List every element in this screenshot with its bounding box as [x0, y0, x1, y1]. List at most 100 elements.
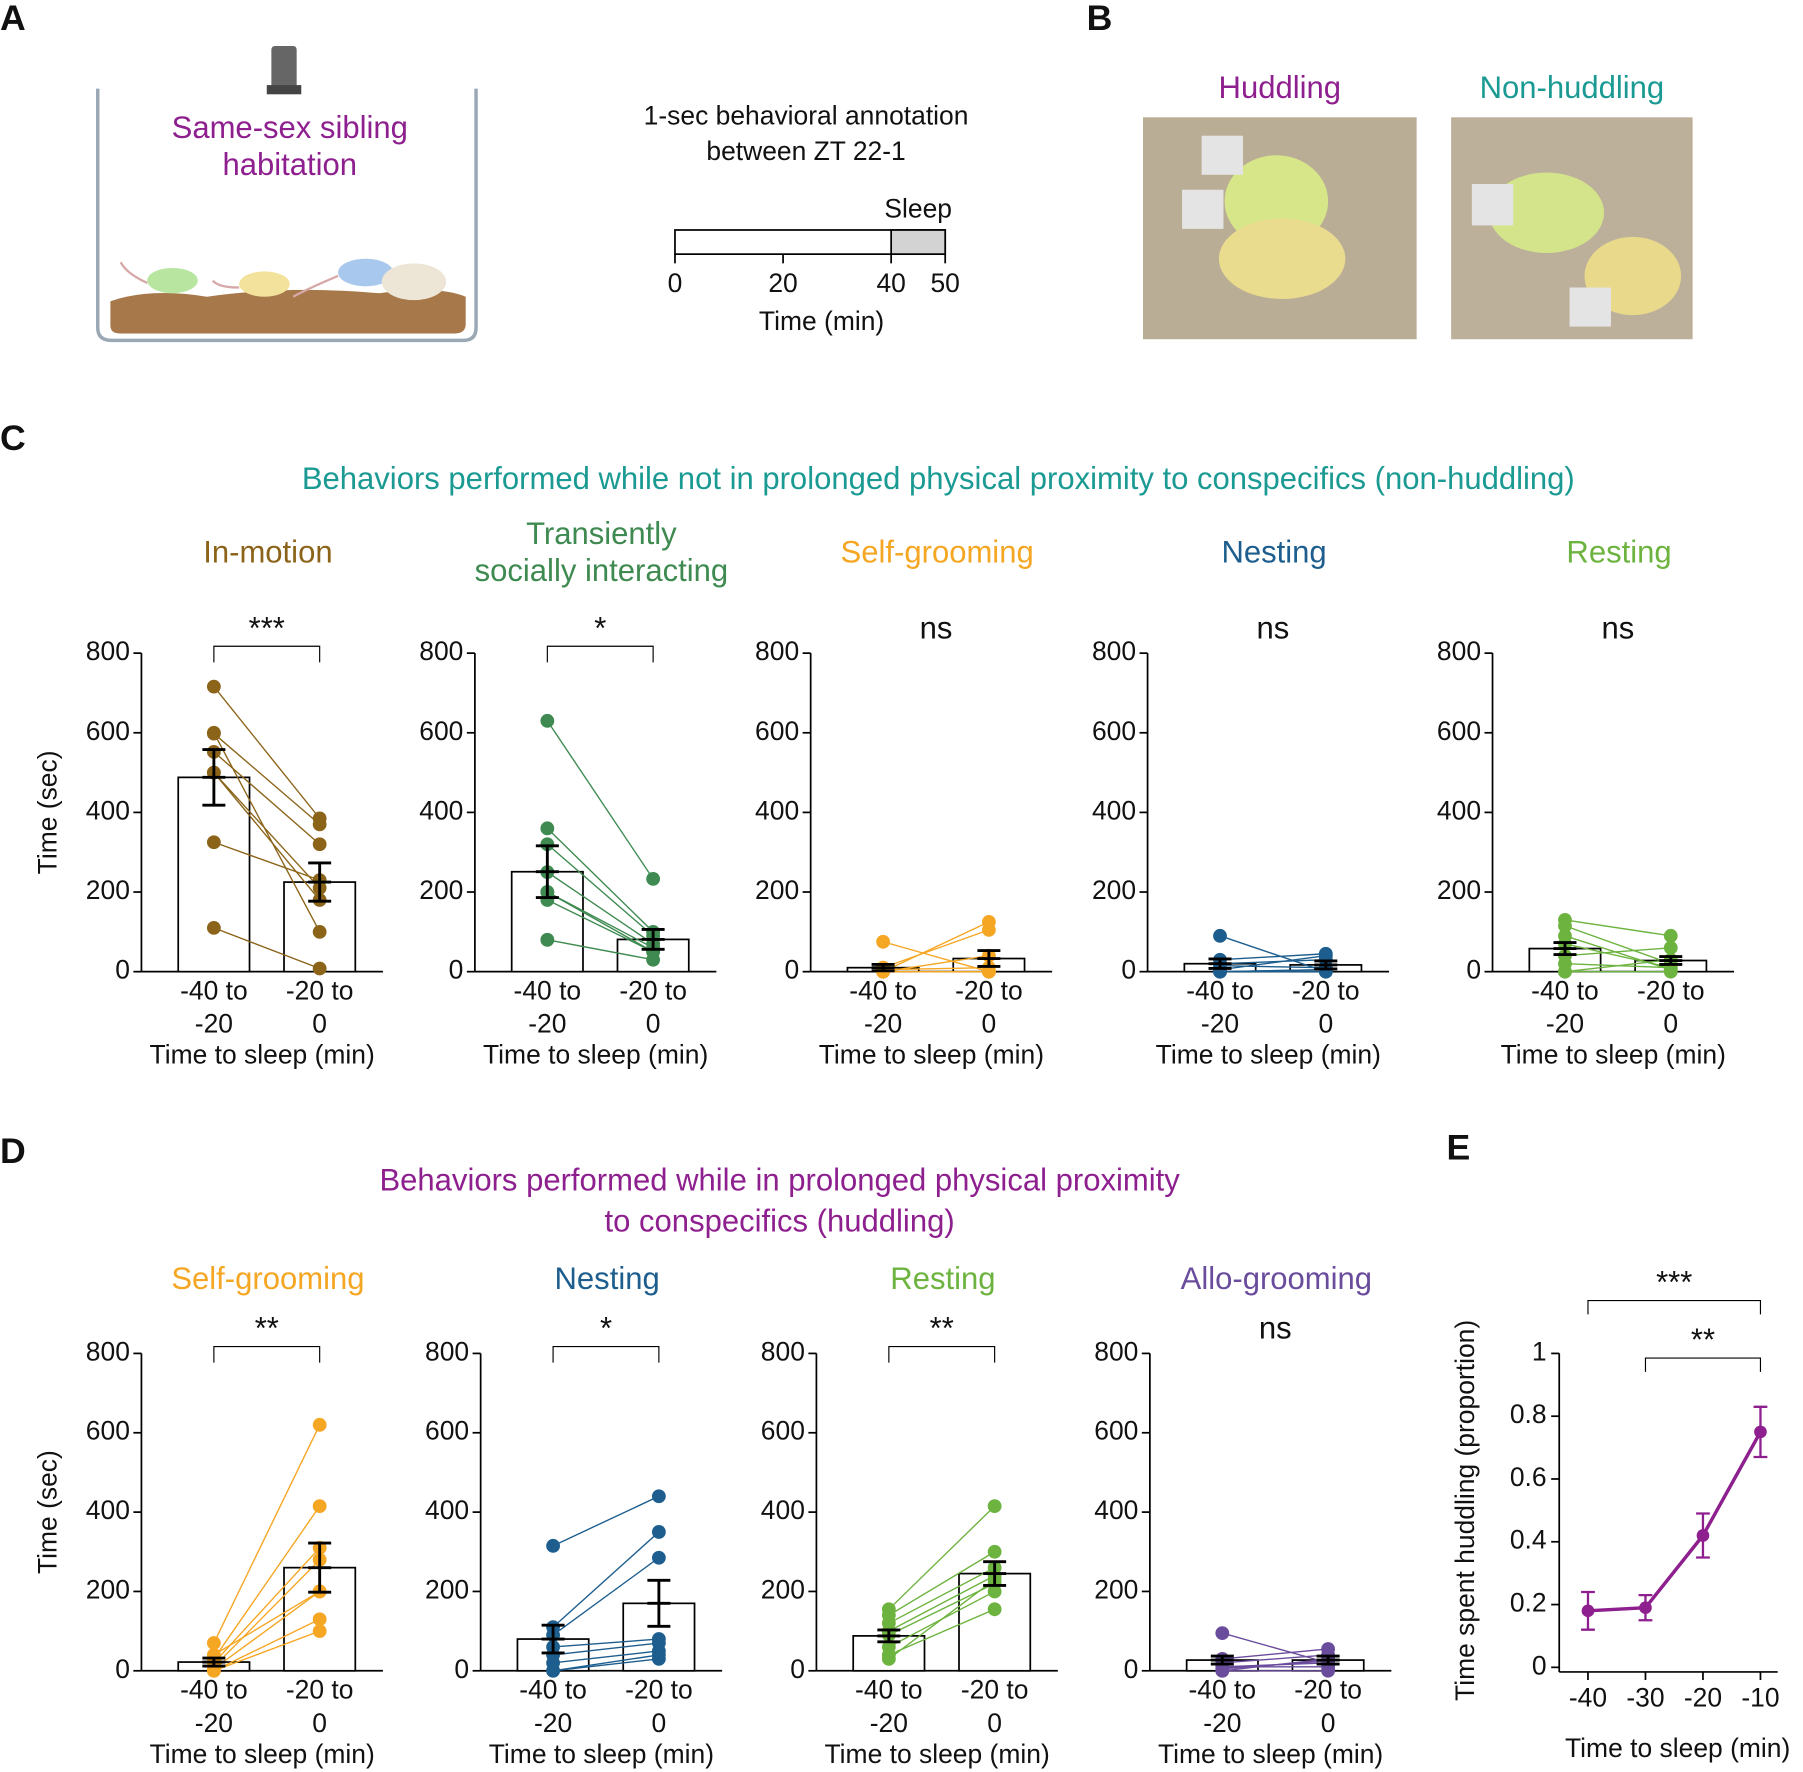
subject-point [981, 922, 996, 937]
panel-label: B [1087, 0, 1113, 38]
subject-point [312, 1624, 327, 1639]
subject-point [651, 1525, 666, 1539]
data-point [1581, 1604, 1595, 1618]
error-bar [1553, 941, 1577, 956]
x-tick-label: 0 [982, 1009, 997, 1039]
subject-line [552, 1557, 660, 1636]
subject-point [651, 1489, 666, 1504]
subject-line [883, 966, 989, 971]
x-tick-label: -20 [195, 1009, 233, 1039]
subject-line [553, 1658, 659, 1672]
significance-bracket [1587, 1299, 1762, 1315]
section-title: to conspecifics (huddling) [605, 1204, 955, 1239]
x-tick-label: -40 to [180, 975, 248, 1005]
subject-line [1222, 1648, 1329, 1660]
subject-point [876, 934, 891, 949]
subject-line [547, 899, 654, 953]
subject-line [882, 929, 990, 969]
significance-bracket [1644, 1357, 1762, 1372]
mouse [1218, 218, 1346, 299]
subject-point [1663, 940, 1678, 955]
panel-label: D [0, 1131, 26, 1171]
x-axis-label: Time to sleep (min) [1158, 1739, 1383, 1769]
subject-line [1564, 919, 1671, 937]
y-tick-label: 200 [1437, 875, 1481, 905]
y-tick-label: 600 [425, 1416, 469, 1446]
section-title: Behaviors performed while not in prolong… [302, 461, 1575, 496]
subject-line [553, 1642, 659, 1656]
subject-point [312, 924, 327, 939]
error-bar [202, 1656, 226, 1668]
subject-line [213, 1590, 321, 1670]
error-bar [202, 748, 226, 807]
subject-point [312, 837, 327, 852]
subject-line [1222, 1654, 1329, 1664]
error-bar [977, 949, 1001, 968]
subject-point [206, 835, 221, 850]
chart-title: Allo-grooming [1181, 1261, 1372, 1296]
y-tick-label: 200 [419, 875, 463, 905]
x-tick-label: -20 [864, 1009, 902, 1039]
significance: ns [1601, 610, 1634, 645]
y-tick-label: 200 [1094, 1574, 1138, 1604]
subject-point [546, 1538, 560, 1553]
subject-line [213, 1590, 321, 1656]
subject-line [553, 1650, 659, 1664]
x-axis-label: Time to sleep (min) [825, 1739, 1050, 1769]
cage-label: habitation [222, 147, 357, 182]
y-tick-label: 800 [86, 1336, 130, 1366]
y-tick-label: 600 [419, 716, 463, 746]
x-tick-label: 0 [312, 1009, 327, 1039]
annotation: between ZT 22-1 [706, 136, 905, 166]
tick-label: 50 [930, 268, 959, 298]
data-point [1696, 1529, 1710, 1542]
y-tick-label: 200 [761, 1574, 805, 1604]
error-bar [1208, 957, 1232, 970]
x-axis-label: Time to sleep (min) [483, 1040, 708, 1070]
significance-bracket [213, 645, 321, 663]
y-tick-label: 600 [86, 1416, 130, 1446]
y-tick-label: 0 [115, 1654, 130, 1684]
tick-label: 40 [876, 268, 905, 298]
subject-point [987, 1584, 1002, 1599]
significance: ** [255, 1311, 279, 1346]
chart-title: Nesting [1221, 534, 1326, 569]
y-tick-label: 0 [1124, 1654, 1139, 1684]
subject-line [213, 927, 320, 970]
significance-bracket [213, 1345, 321, 1363]
panel-label: E [1447, 1127, 1471, 1167]
subject-point [987, 1499, 1002, 1514]
x-axis-label: Time to sleep (min) [1565, 1733, 1790, 1763]
subject-line [546, 827, 654, 933]
subject-line [213, 1424, 321, 1644]
subject-line [213, 841, 320, 881]
error-bar [871, 963, 895, 973]
y-tick-label: 0.2 [1510, 1588, 1547, 1618]
y-tick-label: 0 [790, 1654, 805, 1684]
chart-title: Self-grooming [171, 1261, 364, 1296]
significance-bracket [546, 645, 654, 663]
x-tick-label: -20 [528, 1009, 566, 1039]
x-axis-label: Time to sleep (min) [1501, 1040, 1726, 1070]
y-tick-label: 400 [419, 795, 463, 825]
y-tick-label: 600 [761, 1416, 805, 1446]
tick-label: 20 [768, 268, 797, 298]
subject-point [881, 1651, 896, 1666]
y-tick-label: 200 [86, 1574, 130, 1604]
subject-point [1663, 928, 1678, 943]
device [1201, 135, 1244, 175]
subject-line [882, 941, 990, 973]
subject-point [312, 1417, 327, 1432]
y-tick-label: 800 [86, 636, 130, 666]
subject-point [1558, 964, 1572, 979]
subject-line [1564, 959, 1671, 973]
x-tick-label: -20 to [955, 975, 1023, 1005]
subject-line [553, 1638, 659, 1648]
x-tick-label: -40 to [514, 975, 582, 1005]
subject-line [213, 1630, 320, 1672]
y-tick-label: 0.4 [1510, 1525, 1547, 1555]
section-title: Behaviors performed while in prolonged p… [379, 1162, 1180, 1197]
y-tick-label: 400 [1094, 1495, 1138, 1525]
subject-line [546, 871, 654, 945]
y-tick-label: 800 [755, 636, 799, 666]
